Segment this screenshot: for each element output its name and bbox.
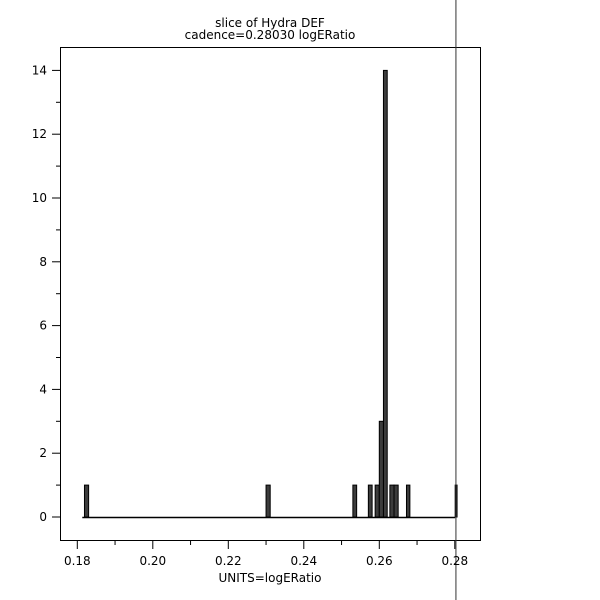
- histogram-bar: [367, 484, 373, 518]
- histogram-bar: [265, 484, 271, 518]
- histogram-bar: [374, 484, 380, 518]
- y-tick-label: 4: [39, 382, 47, 396]
- histogram-bar: [352, 484, 358, 518]
- histogram-bar: [382, 69, 388, 518]
- x-tick-label: 0.26: [366, 554, 393, 568]
- x-axis-label: UNITS=logERatio: [219, 571, 322, 585]
- y-tick-label: 12: [32, 127, 47, 141]
- histogram-bar: [405, 484, 411, 518]
- chart-title: slice of Hydra DEF: [215, 16, 325, 30]
- x-tick-label: 0.24: [290, 554, 317, 568]
- x-tick-label: 0.22: [215, 554, 242, 568]
- histogram-bar: [393, 484, 399, 518]
- y-tick-label: 0: [39, 510, 47, 524]
- y-tick-label: 8: [39, 255, 47, 269]
- x-tick-label: 0.20: [139, 554, 166, 568]
- histogram-bar: [378, 420, 384, 518]
- x-tick-label: 0.28: [441, 554, 468, 568]
- x-tick-label: 0.18: [64, 554, 91, 568]
- chart-subtitle: cadence=0.28030 logERatio: [185, 28, 356, 42]
- y-tick-label: 6: [39, 319, 47, 333]
- plot-frame: [60, 47, 481, 541]
- y-tick-label: 14: [32, 63, 47, 77]
- histogram-bar: [83, 484, 90, 518]
- histogram-bar: [389, 484, 395, 518]
- y-tick-label: 10: [32, 191, 47, 205]
- y-tick-label: 2: [39, 446, 47, 460]
